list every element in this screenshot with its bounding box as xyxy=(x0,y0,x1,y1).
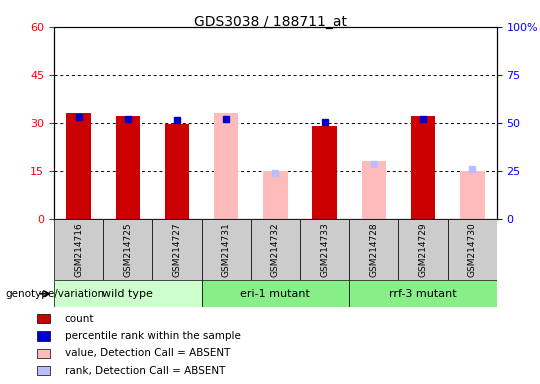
Bar xyxy=(411,116,435,219)
Bar xyxy=(251,219,300,280)
Text: GSM214731: GSM214731 xyxy=(222,222,231,277)
Bar xyxy=(349,280,497,307)
Bar xyxy=(399,219,448,280)
Bar xyxy=(201,280,349,307)
Bar xyxy=(54,280,201,307)
Text: GSM214716: GSM214716 xyxy=(74,222,83,277)
Text: GSM214729: GSM214729 xyxy=(418,222,428,277)
Bar xyxy=(263,171,288,219)
Text: GSM214725: GSM214725 xyxy=(123,222,132,277)
Bar xyxy=(448,219,497,280)
Bar xyxy=(116,116,140,219)
Bar xyxy=(103,219,152,280)
Bar xyxy=(54,219,103,280)
Bar xyxy=(349,219,399,280)
Bar xyxy=(201,219,251,280)
Bar xyxy=(460,171,484,219)
Text: GSM214732: GSM214732 xyxy=(271,222,280,277)
Bar xyxy=(214,113,239,219)
Text: wild type: wild type xyxy=(103,289,153,299)
Text: GSM214727: GSM214727 xyxy=(172,222,181,277)
Text: count: count xyxy=(65,314,94,324)
Text: eri-1 mutant: eri-1 mutant xyxy=(240,289,310,299)
Text: GSM214728: GSM214728 xyxy=(369,222,379,277)
Text: GSM214733: GSM214733 xyxy=(320,222,329,277)
Text: rank, Detection Call = ABSENT: rank, Detection Call = ABSENT xyxy=(65,366,225,376)
Bar xyxy=(361,161,386,219)
Bar xyxy=(152,219,201,280)
Text: rrf-3 mutant: rrf-3 mutant xyxy=(389,289,457,299)
Bar xyxy=(66,113,91,219)
Text: percentile rank within the sample: percentile rank within the sample xyxy=(65,331,241,341)
Bar xyxy=(165,124,190,219)
Text: GSM214730: GSM214730 xyxy=(468,222,477,277)
Text: GDS3038 / 188711_at: GDS3038 / 188711_at xyxy=(193,15,347,29)
Bar xyxy=(300,219,349,280)
Text: genotype/variation: genotype/variation xyxy=(5,289,105,299)
Bar xyxy=(312,126,337,219)
Text: value, Detection Call = ABSENT: value, Detection Call = ABSENT xyxy=(65,348,230,358)
